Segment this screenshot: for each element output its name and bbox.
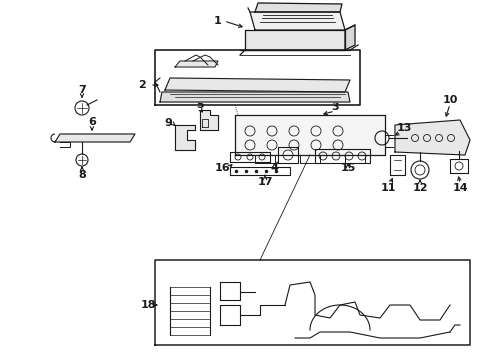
Polygon shape <box>164 78 349 92</box>
Text: 17: 17 <box>257 177 272 187</box>
Polygon shape <box>345 25 354 50</box>
Text: 13: 13 <box>395 123 411 133</box>
Polygon shape <box>160 92 349 102</box>
Polygon shape <box>200 110 218 130</box>
Polygon shape <box>254 3 341 12</box>
Text: 16: 16 <box>214 163 229 173</box>
Polygon shape <box>175 61 218 67</box>
Polygon shape <box>244 30 345 50</box>
Polygon shape <box>249 12 345 30</box>
Text: 2: 2 <box>138 80 145 90</box>
Text: 15: 15 <box>340 163 355 173</box>
Text: 10: 10 <box>442 95 457 105</box>
Text: 4: 4 <box>269 163 277 173</box>
Text: 5: 5 <box>196 100 203 110</box>
Text: 12: 12 <box>411 183 427 193</box>
Text: 8: 8 <box>78 170 86 180</box>
Text: 1: 1 <box>214 16 222 26</box>
Text: 18: 18 <box>140 300 156 310</box>
Text: 7: 7 <box>78 85 86 95</box>
Text: 14: 14 <box>451 183 467 193</box>
Polygon shape <box>175 125 195 150</box>
Polygon shape <box>55 134 135 142</box>
Polygon shape <box>235 115 384 155</box>
Text: 3: 3 <box>330 102 338 112</box>
Polygon shape <box>394 120 469 155</box>
Text: 11: 11 <box>380 183 395 193</box>
Text: 6: 6 <box>88 117 96 127</box>
Text: 9: 9 <box>164 118 172 128</box>
